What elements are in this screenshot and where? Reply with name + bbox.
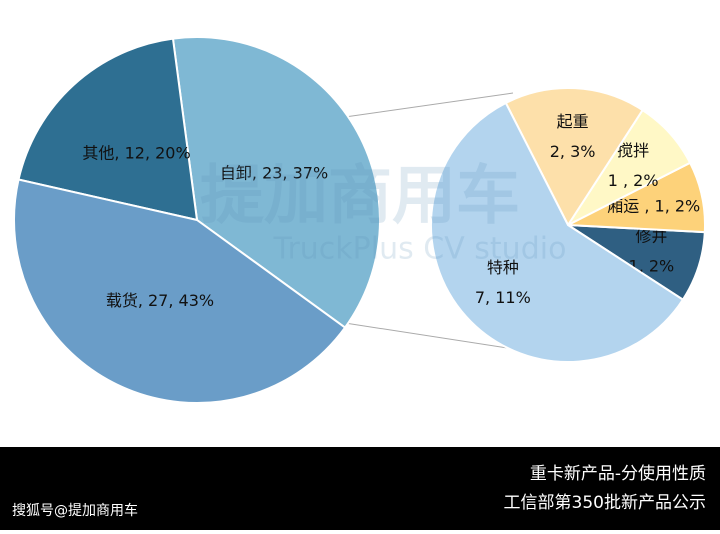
connector-line bbox=[344, 322, 521, 351]
data-label: 起重 bbox=[557, 112, 589, 131]
data-label: 搅拌 bbox=[617, 141, 649, 160]
pie-slice bbox=[430, 101, 685, 363]
data-label: 特种 bbox=[487, 258, 519, 277]
pie-slice bbox=[17, 37, 199, 222]
footer-band bbox=[0, 447, 720, 530]
watermark-logo: 提加商用车 bbox=[200, 160, 520, 234]
connector-line bbox=[344, 92, 514, 118]
data-label: 其他, 12, 20% bbox=[82, 143, 190, 162]
footer-subtitle: 工信部第350批新产品公示 bbox=[504, 493, 706, 513]
data-label: 载货, 27, 43% bbox=[106, 291, 214, 310]
pie-slice bbox=[171, 36, 381, 329]
data-label: 1 , 2% bbox=[608, 171, 659, 190]
footer-title: 重卡新产品-分使用性质 bbox=[530, 463, 706, 484]
data-label: 7, 11% bbox=[475, 288, 531, 307]
data-label: 厢运 , 1, 2% bbox=[607, 196, 700, 215]
watermark-sub: TruckPlus CV studio bbox=[273, 232, 567, 267]
footer-source: 搜狐号@提加商用车 bbox=[12, 502, 138, 519]
pie-slice bbox=[13, 178, 347, 404]
data-label: 2, 3% bbox=[550, 142, 596, 161]
data-label: 自卸, 23, 37% bbox=[220, 164, 328, 183]
data-label: 修井 bbox=[635, 227, 667, 246]
pie-slice bbox=[504, 87, 644, 227]
